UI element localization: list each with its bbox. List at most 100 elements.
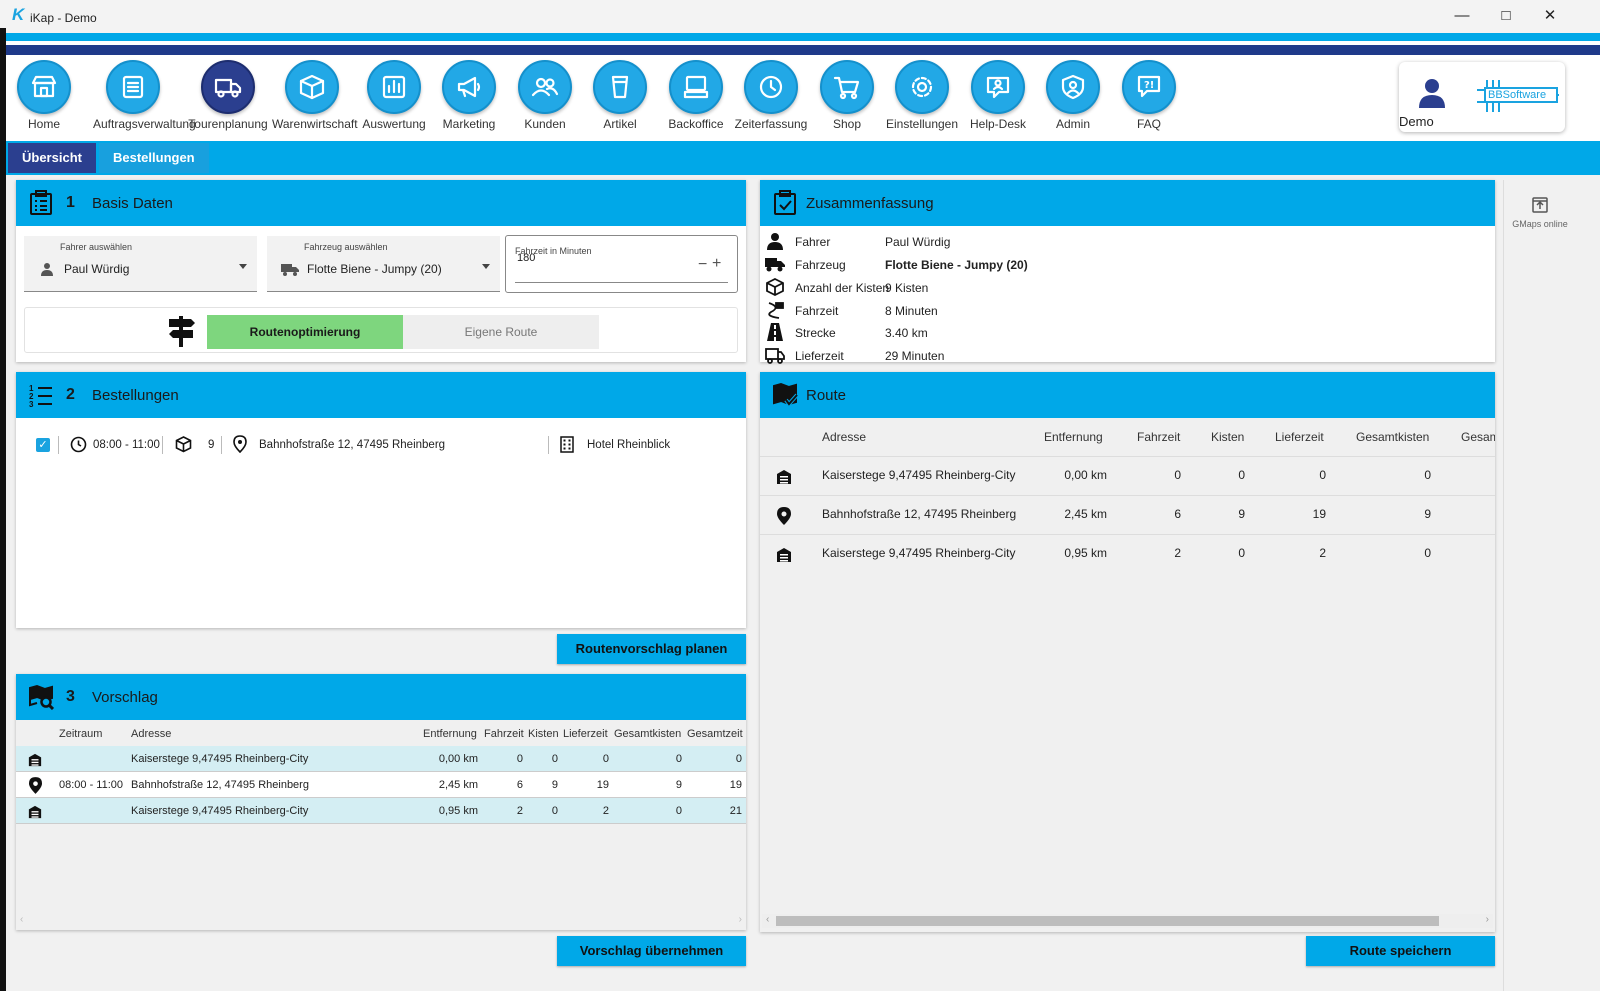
warehouse-icon [28, 753, 42, 767]
toolbar-auswertung[interactable]: Auswertung [354, 60, 434, 131]
summary-title: Zusammenfassung [806, 195, 934, 212]
toolbar-tourenplanung[interactable]: Tourenplanung [188, 60, 268, 131]
table-row[interactable]: Kaiserstege 9,47495 Rheinberg-City 0,95 … [16, 798, 746, 824]
users-icon [518, 60, 572, 114]
header-stripe-dark [6, 45, 1600, 55]
clipboard-icon [30, 190, 52, 215]
table-row[interactable]: Kaiserstege 9,47495 Rheinberg-City 0,00 … [760, 456, 1495, 495]
toolbar-marketing[interactable]: Marketing [429, 60, 509, 131]
mode-own-button[interactable]: Eigene Route [403, 315, 599, 349]
proposal-title: Vorschlag [92, 689, 158, 706]
route-scrollbar[interactable]: ‹ › [762, 914, 1493, 928]
toolbar-warenwirtschaft[interactable]: Warenwirtschaft [272, 60, 358, 131]
user-box[interactable]: Demo BBSoftware [1399, 62, 1565, 132]
brand-name: BBSoftware [1488, 89, 1547, 101]
proposal-table: Zeitraum Adresse Entfernung Fahrzeit Kis… [16, 720, 746, 830]
scroll-left-icon[interactable]: ‹ [20, 914, 24, 925]
accept-proposal-button[interactable]: Vorschlag übernehmen [557, 936, 746, 966]
scroll-thumb[interactable] [776, 916, 1439, 926]
toolbar-auftragsverwaltung[interactable]: Auftragsverwaltung [93, 60, 196, 131]
plan-route-button[interactable]: Routenvorschlag planen [557, 634, 746, 664]
proposal-number: 3 [66, 688, 75, 705]
toolbar-help-desk[interactable]: Help-Desk [958, 60, 1038, 131]
app-logo: K [12, 5, 25, 24]
maximize-button[interactable]: □ [1501, 7, 1511, 24]
order-count: 9 [208, 439, 215, 451]
order-time: 08:00 - 11:00 [93, 439, 160, 451]
plus-icon[interactable]: + [712, 255, 722, 272]
toolbar-home[interactable]: Home [4, 60, 84, 131]
cart-icon [820, 60, 874, 114]
toolbar-kunden[interactable]: Kunden [505, 60, 585, 131]
truck-icon [765, 258, 785, 272]
route-header: Route [760, 372, 1495, 418]
warehouse-icon [777, 548, 791, 562]
svg-text:3: 3 [29, 400, 34, 408]
toolbar-shop[interactable]: Shop [807, 60, 887, 131]
brand-logo: BBSoftware [1477, 76, 1559, 116]
delivery-truck-icon [765, 348, 785, 364]
toolbar-artikel[interactable]: Artikel [580, 60, 660, 131]
driver-select[interactable]: Fahrer auswählen Paul Würdig [24, 236, 257, 292]
toolbar-backoffice[interactable]: Backoffice [656, 60, 736, 131]
toolbar-einstellungen[interactable]: Einstellungen [882, 60, 962, 131]
summary-header: Zusammenfassung [760, 180, 1495, 226]
basis-card: 1 Basis Daten Fahrer auswählen Paul Würd… [16, 180, 746, 362]
scroll-right-icon[interactable]: › [1485, 914, 1489, 925]
header-stripe [6, 33, 1600, 41]
gear-icon [895, 60, 949, 114]
table-row[interactable]: 08:00 - 11:00 Bahnhofstraße 12, 47495 Rh… [16, 772, 746, 798]
pin-icon [29, 777, 42, 794]
drive-time-value: 180 [517, 252, 536, 264]
clock-icon [744, 60, 798, 114]
order-address: Bahnhofstraße 12, 47495 Rheinberg [259, 439, 446, 451]
close-button[interactable]: ✕ [1543, 7, 1557, 24]
scroll-right-icon[interactable]: › [738, 914, 742, 925]
tab-bar: Übersicht Bestellungen [6, 141, 1600, 175]
toolbar-zeiterfassung[interactable]: Zeiterfassung [731, 60, 811, 131]
pin-icon [233, 435, 247, 453]
person-icon [41, 263, 53, 276]
table-row[interactable]: Bahnhofstraße 12, 47495 Rheinberg 2,45 k… [760, 495, 1495, 534]
basis-title: Basis Daten [92, 195, 173, 212]
table-row[interactable]: Kaiserstege 9,47495 Rheinberg-City 0,95 … [760, 534, 1495, 570]
road-car-icon [768, 302, 784, 319]
order-checkbox[interactable]: ✓ [36, 438, 50, 452]
title-bar: K iKap - Demo — □ ✕ [0, 0, 1600, 33]
order-hotel: Hotel Rheinblick [587, 439, 671, 451]
tab-uebersicht[interactable]: Übersicht [8, 143, 96, 173]
vehicle-select[interactable]: Fahrzeug auswählen Flotte Biene - Jumpy … [267, 236, 500, 292]
order-item[interactable]: ✓ 08:00 - 11:00 9 Bahnhofstraße 12, 4749… [16, 434, 746, 458]
minus-icon[interactable]: − [698, 256, 708, 273]
route-table: Adresse Entfernung Fahrzeit Kisten Liefe… [760, 418, 1495, 570]
proposal-table-header: Zeitraum Adresse Entfernung Fahrzeit Kis… [59, 728, 743, 740]
gmaps-button[interactable]: GMaps online [1504, 196, 1576, 229]
mode-optimize-button[interactable]: Routenoptimierung [207, 315, 403, 349]
save-route-button[interactable]: Route speichern [1306, 936, 1495, 966]
svg-text:2: 2 [29, 392, 34, 401]
clipboard-check-icon [774, 190, 796, 215]
drive-time-field[interactable]: Fahrzeit in Minuten 180 − + [505, 235, 738, 293]
numbered-list-icon: 123 [29, 384, 52, 408]
warehouse-icon [28, 805, 42, 819]
pin-icon [777, 507, 791, 525]
home-icon [17, 60, 71, 114]
truck-icon [201, 60, 255, 114]
toolbar-faq[interactable]: ?! FAQ [1109, 60, 1189, 131]
toolbar-admin[interactable]: Admin [1033, 60, 1113, 131]
tab-bestellungen[interactable]: Bestellungen [99, 143, 209, 173]
chevron-down-icon [239, 264, 247, 269]
table-row[interactable]: Kaiserstege 9,47495 Rheinberg-City 0,00 … [16, 746, 746, 772]
shield-icon [1046, 60, 1100, 114]
open-external-icon [1532, 197, 1548, 213]
minimize-button[interactable]: — [1454, 7, 1470, 24]
scroll-left-icon[interactable]: ‹ [766, 914, 770, 925]
road-icon [767, 323, 783, 341]
user-avatar-icon [1419, 79, 1445, 108]
svg-text:1: 1 [29, 384, 34, 393]
summary-card: Zusammenfassung Fahrer Paul Würdig Fahrz… [760, 180, 1495, 364]
proposal-card: 3 Vorschlag Zeitraum Adresse Entfernung … [16, 674, 746, 930]
list-icon [106, 60, 160, 114]
